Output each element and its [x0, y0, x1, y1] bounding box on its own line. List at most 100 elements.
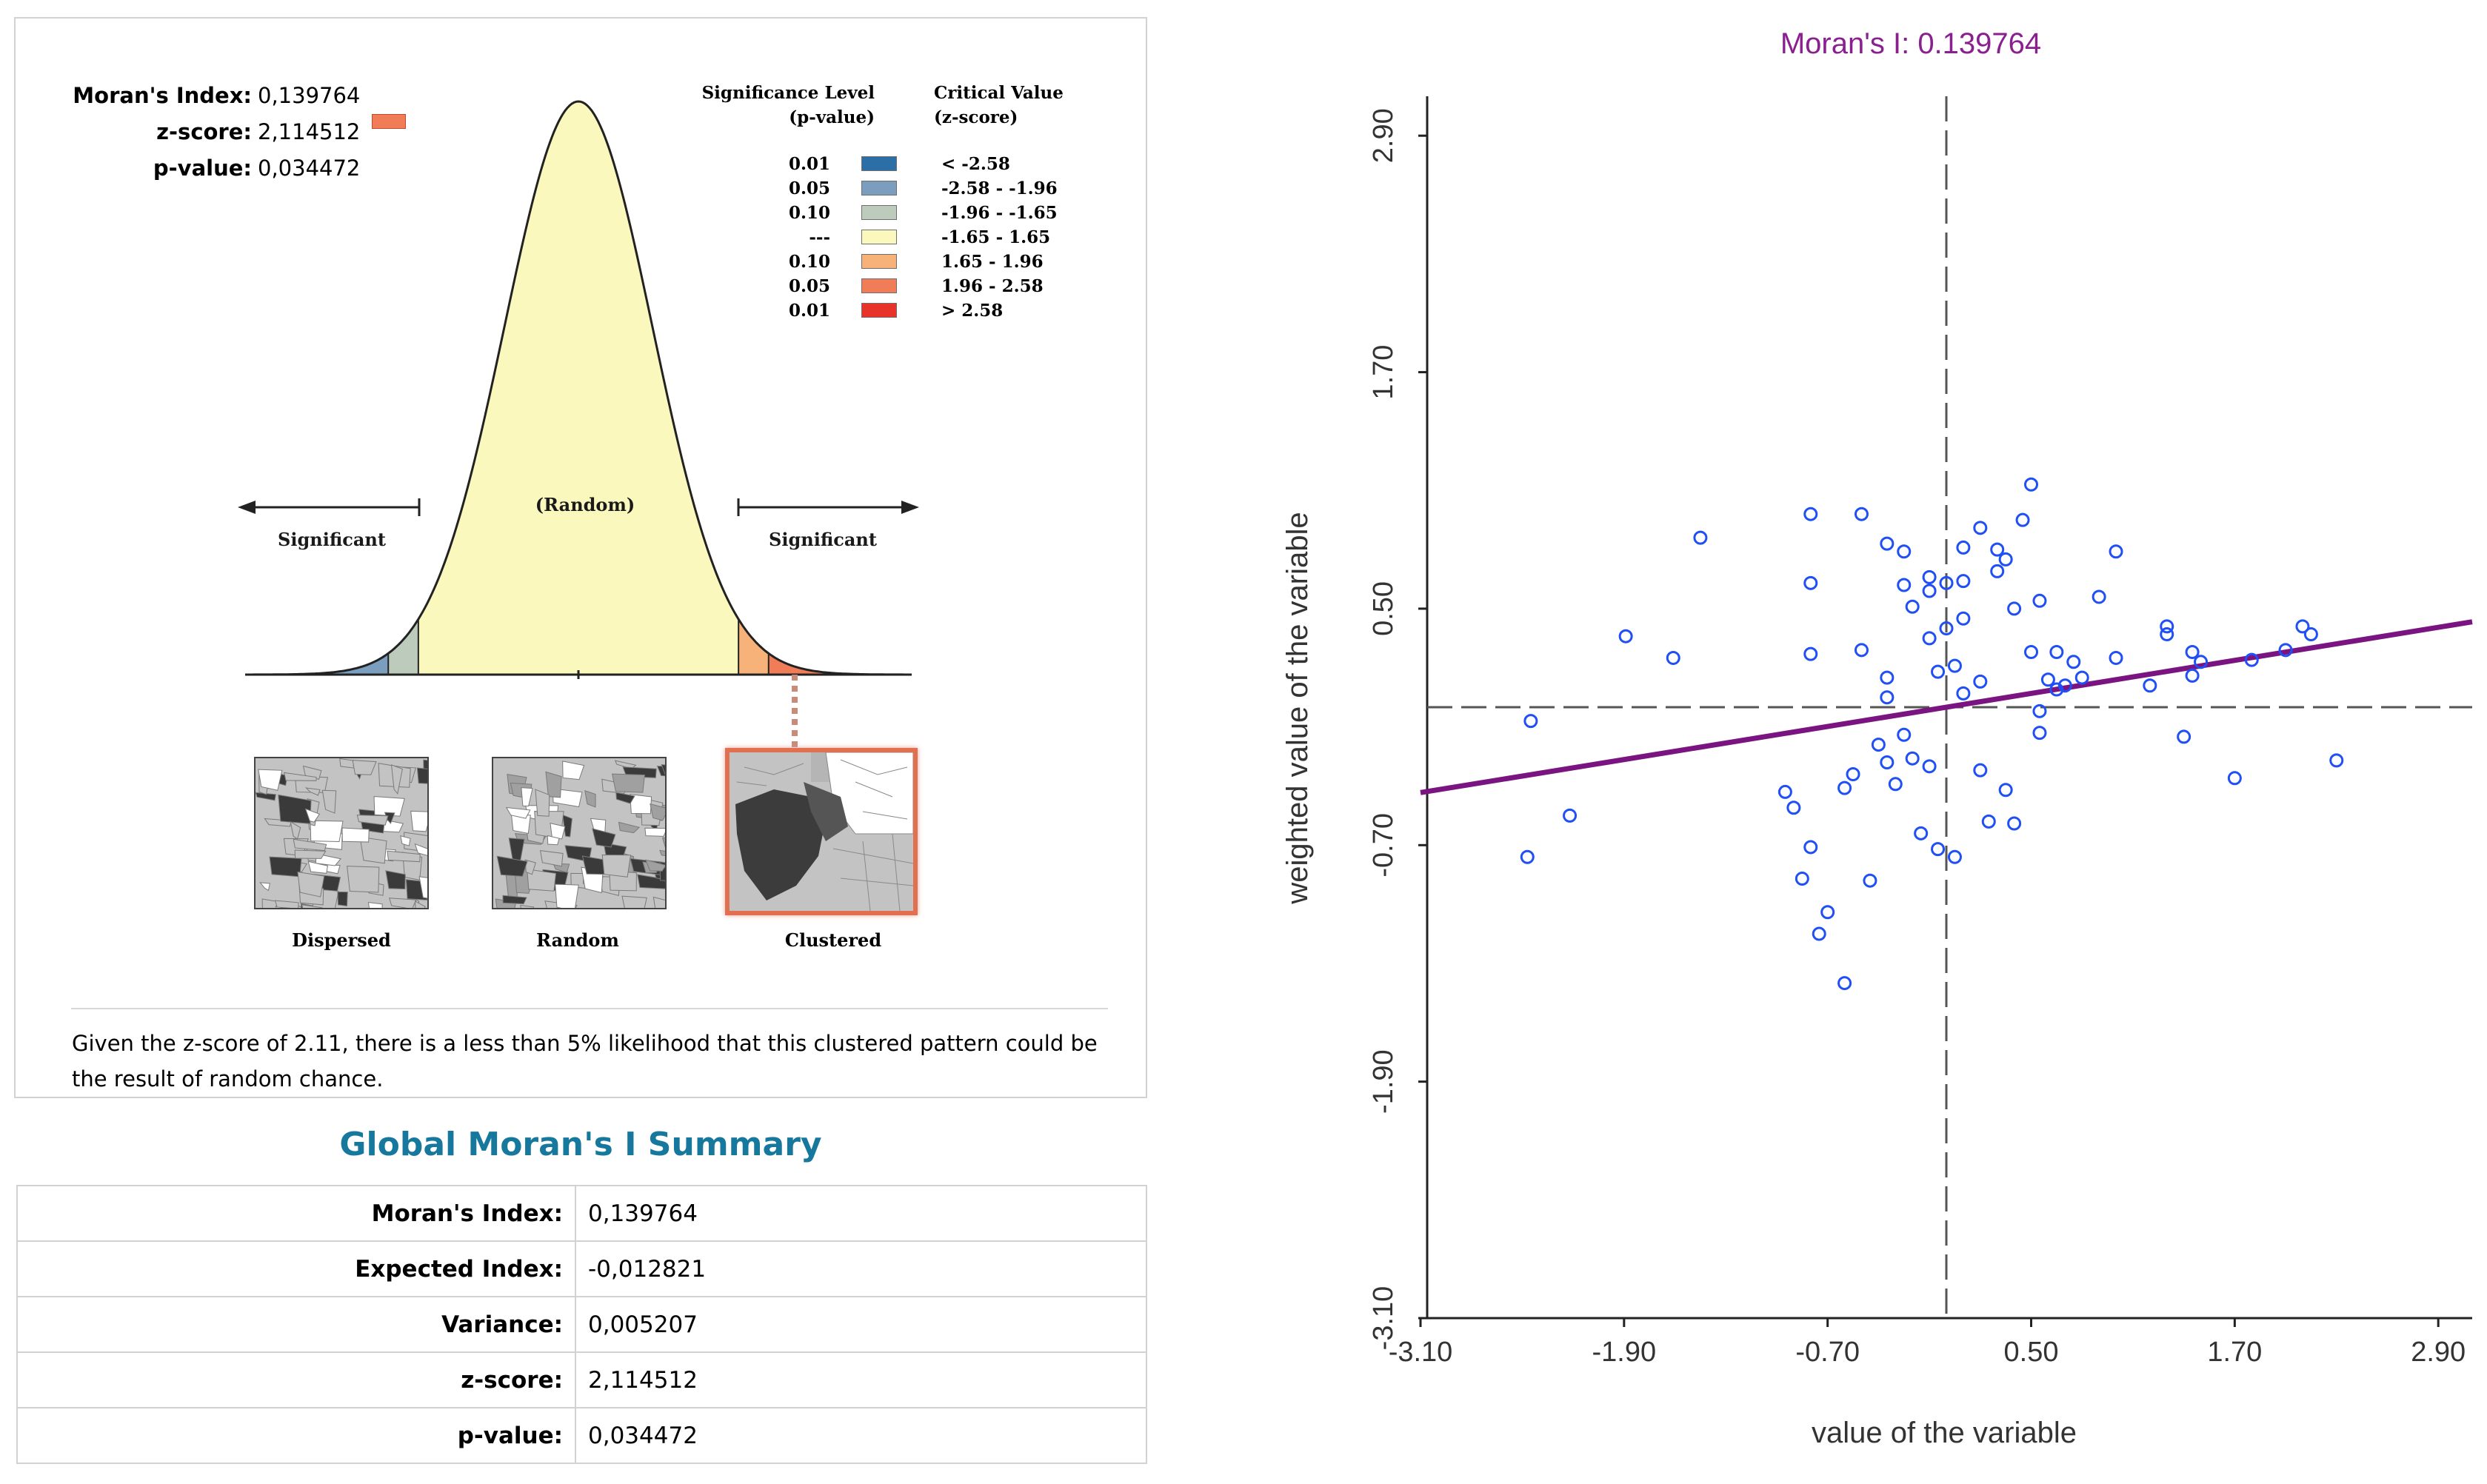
scatter-point	[1956, 540, 1971, 555]
legend-p-value: 0.05	[788, 276, 830, 296]
scatter-point	[1854, 507, 1869, 521]
x-tick-label: 2.90	[2411, 1337, 2466, 1368]
summary-row: Variance: 0,005207	[16, 1296, 1147, 1353]
scatter-point	[1871, 738, 1886, 752]
scatter-point	[2024, 644, 2039, 659]
legend-swatch	[861, 181, 897, 195]
legend-header-line: (p-value)	[789, 107, 875, 127]
map-polygon	[373, 796, 405, 817]
scatter-point	[1618, 629, 1633, 644]
scatter-point	[2160, 619, 2174, 634]
map-polygon	[527, 869, 557, 892]
map-polygon	[307, 860, 328, 874]
scatter-point	[2244, 652, 2259, 667]
bell-curve-outline	[245, 100, 912, 676]
summary-table: Moran's Index: 0,139764 Expected Index: -0,…	[16, 1185, 1147, 1464]
map-polygon	[555, 883, 579, 912]
legend-swatch	[861, 205, 897, 220]
legend-z-range: 1.96 - 2.58	[941, 276, 1044, 296]
scatter-point	[2278, 643, 2293, 658]
y-tick-label: 0.50	[1368, 581, 1399, 636]
scatter-point	[1981, 814, 1996, 829]
scatter-point	[1922, 569, 1937, 584]
scatter-point	[2049, 682, 2064, 697]
map-polygon	[269, 856, 302, 878]
y-tick-label: 1.70	[1368, 345, 1399, 400]
random-caption: Random	[536, 929, 619, 951]
map-polygon	[400, 835, 411, 846]
map-polygon	[390, 764, 403, 795]
scatter-point	[1854, 643, 1869, 658]
arrow-head-left-icon	[238, 501, 256, 514]
x-tick-label: -1.90	[1592, 1337, 1657, 1368]
y-tick-label: -1.90	[1368, 1049, 1399, 1114]
map-polygon	[359, 836, 387, 864]
x-axis-title: value of the variable	[1812, 1417, 2077, 1449]
scatter-point	[2032, 593, 2047, 608]
scatter-point	[1922, 759, 1937, 774]
map-polygon	[258, 769, 283, 791]
scatter-point	[1837, 976, 1852, 991]
scatter-point	[2049, 644, 2064, 659]
map-polygon	[293, 838, 327, 852]
curve-band	[418, 101, 739, 675]
scatter-point	[1803, 646, 1818, 661]
regression-line	[1420, 619, 2473, 795]
map-polygon	[387, 850, 421, 863]
summary-row: Moran's Index: 0,139764	[16, 1185, 1147, 1242]
map-polygon	[284, 772, 317, 781]
map-polygon	[524, 859, 536, 875]
scatter-point	[1880, 690, 1895, 705]
summary-row: Expected Index: -0,012821	[16, 1240, 1147, 1297]
y-tick-label: 2.90	[1368, 108, 1399, 163]
curve-band	[828, 101, 912, 675]
report-stats: Moran's Index: 0,139764 z-score: 2,11451…	[71, 78, 407, 187]
map-polygon	[304, 787, 321, 796]
scatter-point	[1897, 727, 1912, 742]
scatter-point	[2143, 678, 2157, 693]
stat-value: 0,139764	[258, 83, 361, 108]
scatter-point	[1563, 808, 1578, 823]
x-tick-label: 1.70	[2207, 1337, 2262, 1368]
z-score-marker-swatch	[372, 114, 407, 129]
scatter-point	[2057, 678, 2072, 693]
summary-label: Variance:	[16, 1296, 576, 1353]
scatter-point	[2066, 655, 2081, 669]
map-polygon	[502, 895, 527, 905]
scatter-point	[2040, 672, 2055, 687]
scatter-point	[1795, 872, 1809, 886]
summary-value: 0,139764	[575, 1185, 1147, 1242]
moran-scatter-plot: Moran's I: 0.139764 -3.10 -1.90 -0.70 0.50 1…	[1281, 27, 2473, 1449]
scatter-point	[1863, 873, 1877, 888]
map-polygon	[255, 792, 276, 801]
map-polygon	[341, 827, 370, 843]
summary-label: Expected Index:	[16, 1240, 576, 1297]
legend-swatch	[861, 254, 897, 269]
report-card: Moran's Index: 0,139764 z-score: 2,11451…	[14, 17, 1147, 1098]
summary-value: 0,005207	[575, 1296, 1147, 1353]
legend-swatch	[861, 156, 897, 171]
scatter-point	[1956, 686, 1971, 701]
map-polygon	[539, 850, 564, 867]
scatter-point	[1990, 542, 2005, 557]
scatter-point	[1803, 507, 1818, 521]
scatter-point	[1931, 842, 1946, 857]
scatter-point	[1803, 575, 1818, 590]
scatter-point	[2109, 544, 2123, 559]
scatter-point	[2227, 771, 2242, 786]
clustered-caption: Clustered	[784, 929, 882, 951]
map-polygon	[550, 822, 566, 840]
scatter-point	[1998, 552, 2013, 566]
plot-area: -3.10 -1.90 -0.70 0.50 1.70 2.90 -3.10 -1.90 -0.…	[1368, 96, 2473, 1368]
x-tick-label: -3.10	[1389, 1337, 1453, 1368]
legend-z-range: -2.58 - -1.96	[941, 178, 1058, 198]
stat-label: Moran's Index:	[73, 83, 252, 108]
scatter-point	[1905, 599, 1920, 614]
scatter-point	[1939, 575, 1954, 590]
scatter-point	[1947, 658, 1962, 673]
scatter-point	[2032, 703, 2047, 718]
divider	[71, 1008, 1108, 1009]
scatter-point	[2185, 668, 2200, 683]
map-polygon	[547, 835, 560, 846]
interpretation-text: Given the z-score of 2.11, there is a le…	[72, 1031, 1098, 1092]
